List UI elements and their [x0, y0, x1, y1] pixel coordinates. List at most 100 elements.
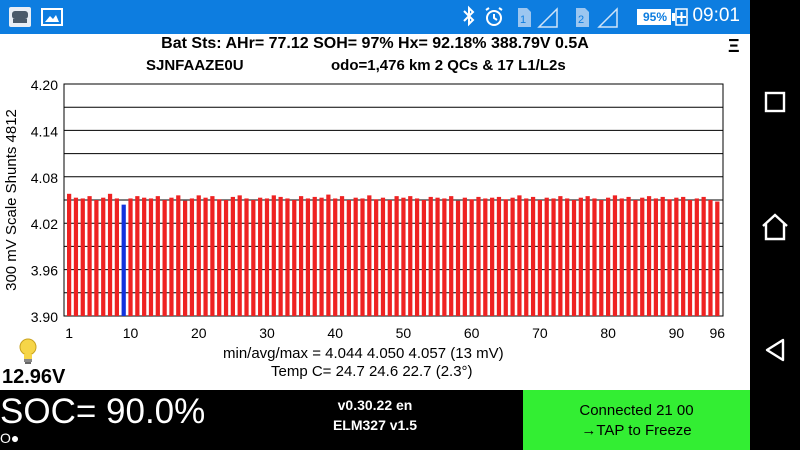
bar [667, 199, 672, 316]
bar [708, 200, 713, 316]
chart-svg: 4.20 4.14 4.08 4.02 3.96 3.90 1 10 20 30 40 50 60 70 8… [3, 77, 725, 341]
bar [469, 199, 474, 316]
bar [380, 197, 386, 316]
connection-status[interactable]: Connected 21 00 →TAP to Freeze [523, 401, 750, 441]
bar [360, 198, 365, 316]
bar [333, 198, 338, 316]
bar [455, 200, 461, 316]
bar [305, 198, 311, 316]
bar [353, 197, 358, 316]
bar [142, 197, 147, 316]
bar [169, 197, 174, 316]
app-version: v0.30.22 en [337, 397, 413, 413]
bar [387, 200, 392, 316]
bar [462, 197, 467, 316]
menu-icon[interactable]: Ξ [728, 36, 740, 56]
bar [114, 198, 119, 316]
bar [578, 197, 583, 316]
bar [681, 196, 686, 316]
car-app-icon [8, 5, 32, 29]
overview-icon[interactable] [764, 91, 786, 118]
bar [217, 199, 222, 316]
bar [394, 196, 399, 316]
aux-voltage: 12.96V [2, 366, 66, 388]
bar [674, 197, 679, 316]
bar [148, 198, 154, 316]
x-tick-label: 70 [532, 325, 548, 341]
clock: 09:01 [692, 5, 740, 26]
bar [80, 198, 85, 316]
bar [626, 196, 631, 316]
y-tick-label: 4.02 [31, 216, 58, 232]
connection-button[interactable] [523, 390, 750, 450]
battery-icon [636, 0, 688, 34]
sim2-icon: 2 [573, 0, 591, 34]
bar [510, 197, 515, 316]
bar [558, 196, 563, 316]
home-icon[interactable] [760, 213, 790, 246]
bar [599, 200, 604, 316]
bar [476, 196, 481, 316]
bar [428, 196, 433, 316]
bar [517, 195, 522, 316]
svg-text:1: 1 [520, 14, 526, 26]
bar [73, 197, 79, 316]
bar [640, 197, 645, 316]
bar [182, 200, 188, 316]
y-tick-label: 4.20 [31, 77, 58, 93]
bar [435, 197, 440, 316]
x-tick-label: 20 [191, 325, 207, 341]
bar [606, 197, 611, 316]
bar [633, 200, 638, 316]
bar [660, 196, 665, 316]
bar [128, 198, 133, 316]
back-icon[interactable] [764, 338, 786, 367]
bar [646, 196, 652, 316]
bar [107, 193, 113, 316]
bar [101, 197, 106, 316]
bar [264, 198, 270, 316]
x-tick-label: 80 [600, 325, 616, 341]
bar [565, 198, 570, 316]
version-info: v0.30.22 en ELM327 v1.5 [300, 395, 450, 435]
bar [67, 193, 72, 316]
bar [653, 198, 659, 316]
bar [544, 197, 549, 316]
y-tick-label: 3.96 [31, 263, 58, 279]
bar [176, 195, 181, 316]
bar [189, 198, 195, 316]
bar [223, 200, 229, 316]
bar [135, 196, 140, 316]
bar [442, 198, 447, 316]
signal1-icon [537, 0, 559, 34]
odometer-label: odo=1,476 km 2 QCs & 17 L1/L2s [331, 57, 566, 74]
bar [121, 204, 126, 316]
battery-percent: 95% [642, 10, 668, 24]
bar [374, 199, 379, 316]
bar [237, 195, 242, 316]
elm-version: ELM327 v1.5 [332, 417, 418, 433]
x-tick-label: 60 [464, 325, 480, 341]
x-tick-label: 50 [396, 325, 412, 341]
connection-line1: Connected 21 00 [579, 402, 694, 419]
bar [530, 196, 536, 316]
bar [94, 200, 99, 316]
svg-text:2: 2 [578, 14, 584, 26]
lightbulb-icon[interactable] [18, 337, 38, 372]
soc-indicator: O● [0, 430, 20, 446]
min-avg-max-label: min/avg/max = 4.044 4.050 4.057 (13 mV) [223, 345, 504, 362]
bar [210, 196, 215, 316]
bar [715, 201, 720, 316]
bar [244, 198, 249, 316]
bar [687, 200, 693, 316]
bar [421, 200, 427, 316]
bar [292, 200, 297, 316]
bar [449, 196, 454, 316]
bar [490, 197, 495, 316]
bar [524, 198, 529, 316]
battery-status-line: Bat Sts: AHr= 77.12 SOH= 97% Hx= 92.18% … [161, 35, 589, 52]
y-axis-label: 300 mV Scale Shunts 4812 [3, 109, 20, 291]
bar [339, 196, 345, 316]
alarm-icon [483, 0, 505, 34]
status-bar: 1 2 95% 09:01 [0, 0, 750, 34]
